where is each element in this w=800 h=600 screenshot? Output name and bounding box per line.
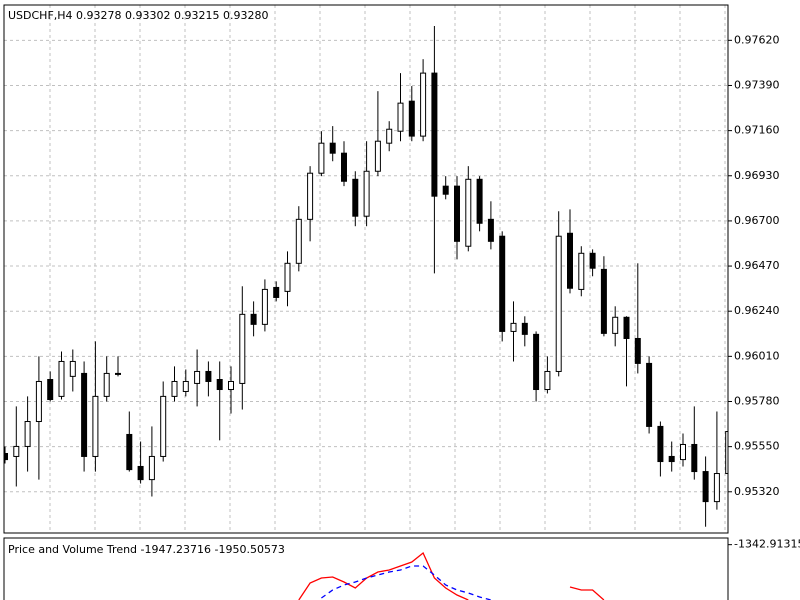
price-frame: [3, 4, 729, 534]
candle-body: [397, 102, 404, 132]
candle-body: [103, 372, 110, 397]
candle-body: [533, 333, 540, 391]
candle-body: [668, 455, 675, 463]
candle-body: [634, 337, 641, 364]
candle-body: [499, 235, 506, 332]
indicator-line: [321, 565, 492, 600]
candle-body: [329, 142, 336, 154]
candle-body: [386, 128, 393, 144]
indicator-plot: [298, 551, 605, 600]
candle-body: [612, 316, 619, 334]
candle-body: [137, 465, 144, 481]
indicator-line: [298, 551, 605, 600]
candle-body: [318, 142, 325, 174]
candle-body: [160, 395, 167, 457]
candle-body: [465, 178, 472, 247]
candle-body: [646, 362, 653, 427]
candle-body: [487, 218, 494, 242]
y-tick-label: 0.96930: [734, 169, 780, 182]
candle-body: [713, 473, 720, 503]
candle-body: [216, 379, 223, 391]
candle-body: [454, 185, 460, 242]
y-tick-label: 0.95320: [734, 485, 780, 498]
candle-body: [58, 360, 65, 397]
y-tick-label: 0.95780: [734, 394, 780, 407]
candle-body: [92, 395, 99, 457]
candle-body: [623, 316, 630, 339]
candle-body: [510, 322, 517, 332]
candle-body: [680, 443, 686, 461]
candle-body: [352, 178, 359, 217]
candle-body: [374, 140, 381, 172]
y-tick-label: 0.96240: [734, 304, 780, 317]
y-tick-label: 0.97160: [734, 124, 780, 137]
candle-body: [81, 372, 88, 457]
candle-body: [420, 72, 427, 137]
candle-body: [261, 288, 268, 325]
candle-body: [13, 445, 20, 457]
candle-body: [182, 380, 189, 392]
candle-body: [657, 425, 664, 463]
y-tick-label: 0.96470: [734, 259, 780, 272]
candle-body: [307, 172, 314, 220]
candle-body: [35, 380, 42, 423]
candle-body: [194, 370, 201, 384]
candle-body: [69, 360, 76, 377]
candle-body: [431, 72, 438, 197]
indicator-title: Price and Volume Trend -1947.23716 -1950…: [8, 543, 285, 556]
candle-body: [171, 380, 178, 397]
candle-body: [691, 443, 698, 473]
candle-body: [295, 218, 302, 264]
price-plot: [4, 5, 728, 533]
candle-body: [600, 268, 607, 334]
candle-body: [126, 433, 133, 471]
candle-body: [47, 379, 54, 401]
indicator-frame: [3, 537, 729, 600]
candle-body: [239, 313, 246, 384]
y-tick-label: 0.96700: [734, 214, 780, 227]
candle-body: [341, 152, 347, 182]
y-tick-label: 0.97390: [734, 78, 780, 91]
candle-body: [521, 322, 528, 335]
y-tick-label: 0.97620: [734, 33, 780, 46]
candle-body: [408, 100, 415, 137]
candle-body: [363, 170, 370, 217]
candle-body: [250, 313, 257, 325]
candle-body: [228, 380, 234, 391]
candle-body: [567, 232, 573, 289]
y-tick-label: 0.96010: [734, 349, 780, 362]
candle-body: [555, 235, 562, 372]
candle-body: [589, 252, 596, 269]
candle-body: [284, 262, 291, 292]
candle-body: [115, 372, 121, 375]
candle-body: [24, 421, 31, 447]
candle-body: [205, 370, 212, 382]
candle-body: [476, 178, 483, 224]
y-tick-label: -1342.91315: [734, 538, 800, 551]
candle-body: [273, 286, 280, 298]
candle-body: [544, 370, 551, 391]
candle-body: [4, 453, 8, 461]
candle-body: [702, 471, 709, 503]
candle-body: [148, 455, 155, 481]
candle-body: [725, 431, 728, 475]
candle-body: [578, 252, 585, 290]
candle-body: [442, 185, 449, 195]
chart-title: USDCHF,H4 0.93278 0.93302 0.93215 0.9328…: [8, 9, 269, 22]
y-tick-label: 0.95550: [734, 440, 780, 453]
